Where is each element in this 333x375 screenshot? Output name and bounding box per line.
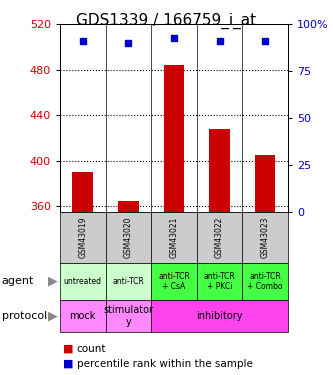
Text: inhibitory: inhibitory — [196, 311, 243, 321]
Text: GSM43020: GSM43020 — [124, 216, 133, 258]
Text: agent: agent — [2, 276, 34, 286]
Text: GDS1339 / 166759_i_at: GDS1339 / 166759_i_at — [77, 13, 256, 29]
Bar — [209, 129, 230, 212]
Text: GSM43019: GSM43019 — [78, 216, 87, 258]
Text: GSM43023: GSM43023 — [261, 216, 270, 258]
Text: anti-TCR
+ Combo: anti-TCR + Combo — [247, 272, 283, 291]
Text: GSM43021: GSM43021 — [169, 216, 178, 258]
Bar — [60, 212, 106, 262]
Bar — [151, 262, 197, 300]
Bar — [242, 212, 288, 262]
Text: count: count — [77, 344, 106, 354]
Bar — [151, 300, 288, 332]
Bar — [151, 212, 197, 262]
Bar — [106, 212, 151, 262]
Bar — [197, 262, 242, 300]
Text: ■: ■ — [63, 344, 74, 354]
Bar — [60, 262, 106, 300]
Bar — [106, 300, 151, 332]
Text: anti-TCR
+ PKCi: anti-TCR + PKCi — [204, 272, 235, 291]
Bar — [242, 262, 288, 300]
Text: ■: ■ — [63, 359, 74, 369]
Bar — [197, 212, 242, 262]
Text: GSM43022: GSM43022 — [215, 216, 224, 258]
Bar — [106, 262, 151, 300]
Bar — [118, 201, 139, 212]
Text: stimulator
y: stimulator y — [103, 305, 154, 327]
Bar — [73, 172, 93, 212]
Text: ▶: ▶ — [49, 309, 58, 322]
Bar — [164, 65, 184, 212]
Bar — [60, 300, 106, 332]
Bar — [255, 155, 275, 212]
Text: anti-TCR: anti-TCR — [113, 277, 144, 286]
Text: protocol: protocol — [2, 311, 47, 321]
Text: untreated: untreated — [64, 277, 102, 286]
Text: percentile rank within the sample: percentile rank within the sample — [77, 359, 252, 369]
Text: ▶: ▶ — [49, 275, 58, 288]
Text: anti-TCR
+ CsA: anti-TCR + CsA — [158, 272, 190, 291]
Text: mock: mock — [70, 311, 96, 321]
